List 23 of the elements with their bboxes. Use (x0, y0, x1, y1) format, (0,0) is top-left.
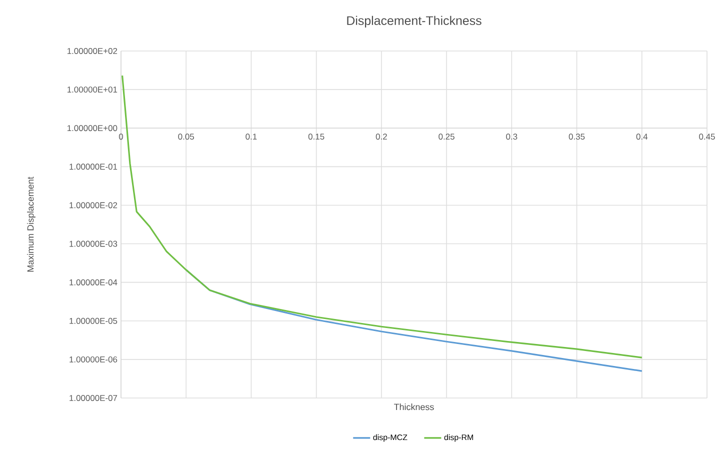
y-tick-label: 1.00000E-05 (70, 318, 118, 324)
x-tick-label: 0.2 (376, 134, 387, 140)
y-tick-label: 1.00000E+00 (67, 125, 118, 132)
y-tick-label: 1.00000E-04 (70, 279, 118, 286)
x-tick-label: 0.35 (568, 134, 585, 140)
x-tick-label: 0.3 (506, 134, 518, 140)
y-tick-label: 1.00000E-07 (70, 395, 118, 401)
x-tick-label: 0.25 (438, 134, 454, 140)
y-tick-label: 1.00000E-03 (70, 240, 118, 247)
x-tick-label: 0 (118, 134, 124, 140)
x-tick-label: 0.45 (699, 134, 715, 140)
y-tick-label: 1.00000E+01 (67, 86, 118, 93)
y-axis-title: Maximum Displacement (27, 176, 36, 272)
y-tick-label: 1.00000E-01 (70, 164, 118, 170)
chart-title: Displacement-Thickness (347, 16, 482, 28)
x-tick-label: 0.15 (308, 134, 324, 140)
y-tick-label: 1.00000E-02 (70, 202, 118, 208)
x-tick-label: 0.05 (178, 134, 194, 140)
x-axis-title: Thickness (394, 404, 434, 410)
y-tick-label: 1.00000E+02 (67, 48, 118, 54)
x-tick-label: 0.4 (636, 134, 648, 140)
y-tick-label: 1.00000E-06 (70, 356, 118, 362)
x-tick-label: 0.1 (246, 134, 257, 140)
